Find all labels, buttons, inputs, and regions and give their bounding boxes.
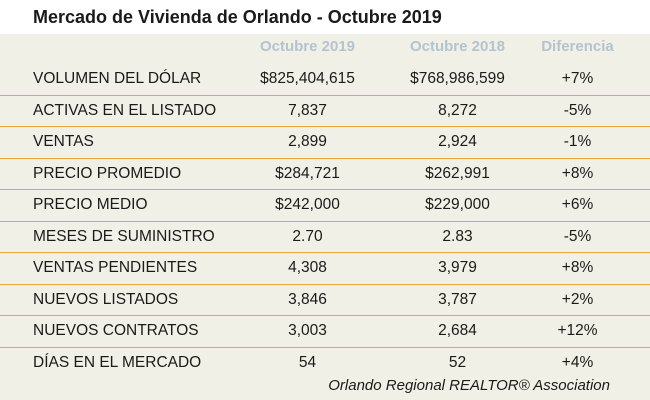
current-value: 3,846 (288, 290, 327, 308)
current-value: 54 (298, 353, 317, 371)
row-label: PRECIO MEDIO (33, 196, 148, 213)
difference-value: +7% (561, 70, 594, 87)
difference-value: +2% (561, 290, 594, 308)
current-value: 2,899 (288, 133, 327, 150)
row-label: NUEVOS LISTADOS (33, 290, 179, 308)
source-credit: Orlando Regional REALTOR® Association (328, 377, 610, 394)
difference-value: -5% (563, 227, 592, 245)
table-row: VENTAS 2,899 2,924 -1% (0, 127, 650, 159)
current-value: $825,404,615 (260, 70, 355, 87)
row-label: ACTIVAS EN EL LISTADO (33, 101, 217, 119)
row-label: NUEVOS CONTRATOS (33, 322, 199, 339)
data-table: VOLUMEN DEL DÓLAR $825,404,615 $768,986,… (0, 64, 650, 378)
previous-value: $262,991 (425, 164, 490, 182)
row-label: MESES DE SUMINISTRO (33, 227, 215, 245)
current-value: 3,003 (288, 322, 327, 339)
previous-value: 2.83 (442, 227, 473, 245)
table-row: DÍAS EN EL MERCADO 54 52 +4% (0, 348, 650, 379)
current-value: 4,308 (288, 259, 327, 276)
column-header-previous: Octubre 2018 (409, 38, 506, 55)
column-header-difference: Diferencia (541, 38, 614, 55)
previous-value: 2,924 (438, 133, 477, 150)
difference-value: +8% (561, 259, 594, 276)
report-title: Mercado de Vivienda de Orlando - Octubre… (0, 0, 650, 34)
current-value: $242,000 (275, 196, 340, 213)
previous-value: 52 (448, 353, 467, 371)
column-header-current: Octubre 2019 (259, 38, 356, 55)
current-value: 2.70 (292, 227, 323, 245)
table-row: PRECIO PROMEDIO $284,721 $262,991 +8% (0, 159, 650, 190)
previous-value: 3,979 (438, 259, 477, 276)
row-label: VENTAS (33, 133, 94, 150)
difference-value: +4% (561, 353, 594, 371)
previous-value: $768,986,599 (410, 70, 505, 87)
difference-value: +8% (561, 164, 594, 182)
row-label: DÍAS EN EL MERCADO (33, 353, 202, 371)
current-value: $284,721 (275, 164, 340, 182)
table-row: VENTAS PENDIENTES 4,308 3,979 +8% (0, 253, 650, 285)
table-row: PRECIO MEDIO $242,000 $229,000 +6% (0, 190, 650, 222)
table-row: VOLUMEN DEL DÓLAR $825,404,615 $768,986,… (0, 64, 650, 96)
current-value: 7,837 (288, 101, 327, 119)
table-row: ACTIVAS EN EL LISTADO 7,837 8,272 -5% (0, 96, 650, 127)
table-row: MESES DE SUMINISTRO 2.70 2.83 -5% (0, 222, 650, 253)
previous-value: $229,000 (425, 196, 490, 213)
row-label: VOLUMEN DEL DÓLAR (33, 70, 202, 87)
row-label: VENTAS PENDIENTES (33, 259, 198, 276)
previous-value: 3,787 (438, 290, 477, 308)
previous-value: 2,684 (438, 322, 477, 339)
table-row: NUEVOS LISTADOS 3,846 3,787 +2% (0, 285, 650, 316)
difference-value: +6% (561, 196, 594, 213)
table-row: NUEVOS CONTRATOS 3,003 2,684 +12% (0, 316, 650, 348)
difference-value: -5% (563, 101, 592, 119)
row-label: PRECIO PROMEDIO (33, 164, 182, 182)
difference-value: -1% (563, 133, 592, 150)
previous-value: 8,272 (438, 101, 477, 119)
difference-value: +12% (557, 322, 598, 339)
